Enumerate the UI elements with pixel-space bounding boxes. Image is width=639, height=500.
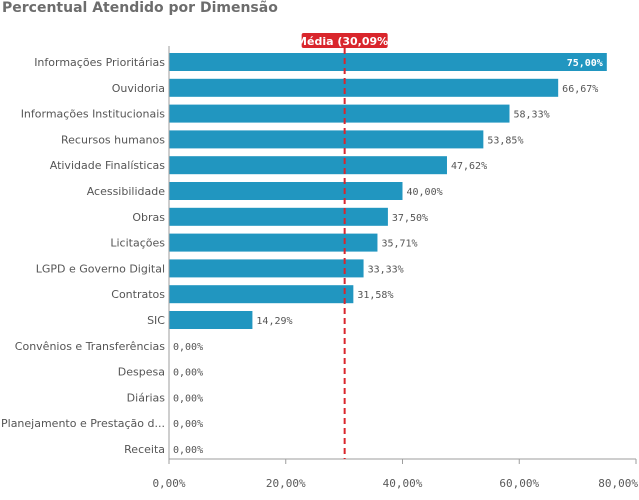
bar[interactable]: [169, 53, 607, 71]
value-label: 0,00%: [173, 342, 203, 353]
bar[interactable]: [169, 311, 253, 329]
bar[interactable]: [169, 207, 388, 226]
bar[interactable]: [169, 156, 447, 175]
x-axis: 0,00% 20,00% 40,00% 60,00% 80,00%: [152, 46, 638, 490]
value-label: 14,29%: [256, 316, 292, 327]
category-label: Informações Institucionais: [21, 108, 166, 121]
bar[interactable]: [169, 259, 364, 278]
bar[interactable]: [169, 182, 403, 200]
average-label-box: [301, 33, 388, 48]
average-label: Média (30,09%): [296, 35, 393, 48]
category-label: Licitações: [110, 237, 165, 250]
value-label: 0,00%: [173, 368, 203, 379]
x-tick-label: 60,00%: [499, 477, 539, 490]
chart-title: Percentual Atendido por Dimensão: [2, 0, 278, 16]
value-label: 58,33%: [514, 110, 550, 121]
category-label: LGPD e Governo Digital: [36, 262, 165, 275]
bar[interactable]: [169, 130, 484, 149]
bars-group: Informações Prioritárias 75,00% Ouvidoria 6…: [1, 53, 607, 456]
value-label: 0,00%: [173, 419, 203, 430]
value-label: 66,67%: [562, 84, 598, 95]
category-label: Recursos humanos: [61, 133, 165, 146]
value-label: 0,00%: [173, 393, 203, 404]
reference-line-group: Média (30,09%): [296, 33, 393, 459]
category-label: Despesa: [118, 366, 165, 379]
category-label: Diárias: [127, 391, 166, 404]
category-label: Atividade Finalísticas: [50, 159, 166, 172]
category-label: Planejamento e Prestação d...: [1, 417, 165, 430]
x-tick-label: 0,00%: [152, 477, 185, 490]
value-label: 33,33%: [368, 264, 404, 275]
value-label: 35,71%: [381, 239, 417, 250]
value-label: 53,85%: [487, 135, 523, 146]
bar[interactable]: [169, 78, 559, 97]
category-label: Acessibilidade: [87, 185, 166, 198]
category-label: Convênios e Transferências: [15, 340, 165, 353]
value-label: 31,58%: [357, 290, 393, 301]
x-tick-label: 40,00%: [383, 477, 423, 490]
value-label: 37,50%: [392, 213, 428, 224]
bar[interactable]: [169, 233, 378, 252]
category-label: Receita: [124, 443, 165, 456]
value-label: 40,00%: [407, 187, 443, 198]
value-label: 47,62%: [451, 161, 487, 172]
value-label: 75,00%: [567, 58, 603, 69]
value-label: 0,00%: [173, 445, 203, 456]
category-label: Informações Prioritárias: [34, 56, 165, 69]
category-label: Obras: [132, 211, 165, 224]
bar[interactable]: [169, 104, 510, 123]
category-label: SIC: [147, 314, 165, 327]
x-tick-label: 20,00%: [266, 477, 306, 490]
bar[interactable]: [169, 285, 354, 304]
category-label: Contratos: [111, 288, 165, 301]
category-label: Ouvidoria: [112, 82, 165, 95]
x-tick-label: 80,00%: [598, 477, 638, 490]
